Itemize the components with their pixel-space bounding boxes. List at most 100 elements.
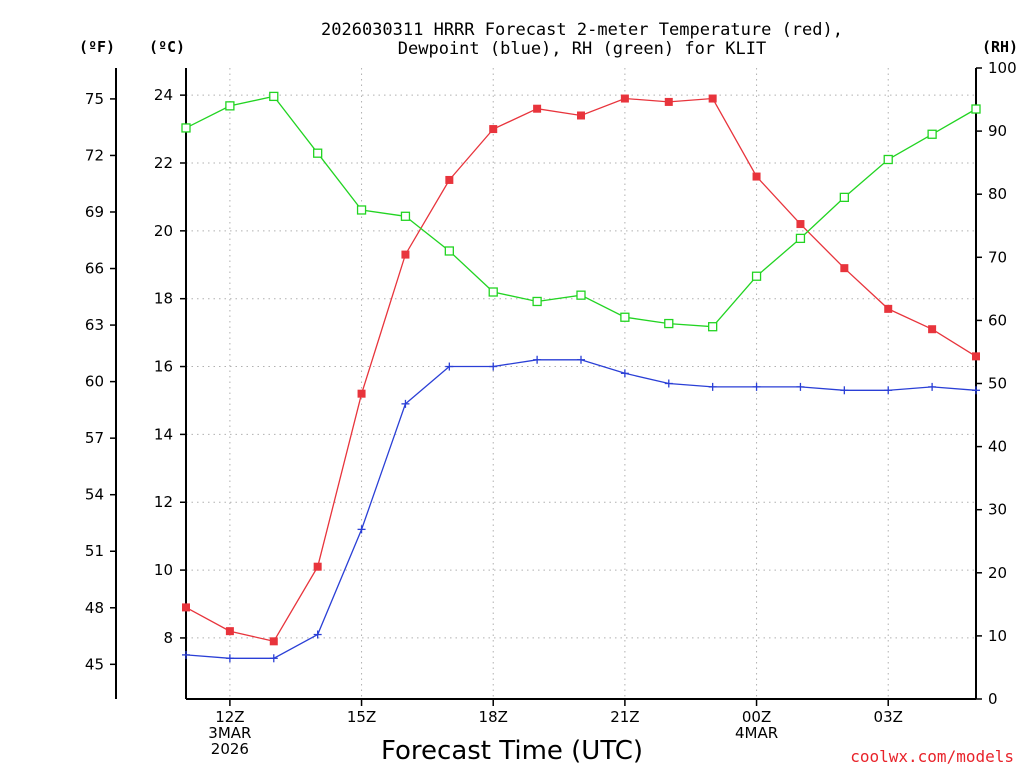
dewpoint-point bbox=[752, 382, 761, 391]
celsius-tick-label: 8 bbox=[163, 629, 173, 647]
fahrenheit-tick-label: 63 bbox=[85, 316, 104, 334]
rh-unit-label: (RH) bbox=[982, 38, 1018, 56]
dewpoint-point bbox=[664, 379, 673, 388]
temperature-point bbox=[884, 304, 893, 313]
rh-tick-label: 90 bbox=[988, 122, 1007, 140]
fahrenheit-tick-label: 66 bbox=[85, 260, 104, 278]
temperature-point bbox=[401, 250, 410, 259]
temperature-point bbox=[313, 562, 322, 571]
dewpoint-point bbox=[269, 654, 278, 663]
rh-tick-label: 40 bbox=[988, 438, 1007, 456]
rh-point bbox=[356, 205, 367, 215]
fahrenheit-tick-label: 69 bbox=[85, 203, 104, 221]
axes bbox=[110, 67, 982, 706]
fahrenheit-tick-label: 51 bbox=[85, 542, 104, 560]
temperature-point bbox=[357, 389, 366, 398]
celsius-unit-label: (ºC) bbox=[149, 38, 185, 56]
temperature-point bbox=[664, 97, 673, 106]
fahrenheit-tick-label: 75 bbox=[85, 90, 104, 108]
celsius-tick-label: 18 bbox=[154, 290, 173, 308]
rh-point bbox=[400, 211, 411, 221]
celsius-tick-label: 16 bbox=[154, 358, 173, 376]
temperature-point bbox=[796, 220, 805, 229]
x-tick-label: 21Z bbox=[610, 708, 639, 726]
celsius-tick-label: 24 bbox=[154, 86, 173, 104]
dewpoint-point bbox=[401, 399, 410, 408]
dewpoint-line bbox=[185, 359, 977, 659]
temperature-point bbox=[445, 175, 454, 184]
chart-title: 2026030311 HRRR Forecast 2-meter Tempera… bbox=[321, 20, 843, 40]
temperature-point bbox=[269, 637, 278, 646]
rh-point bbox=[225, 101, 235, 111]
dewpoint-point bbox=[489, 362, 498, 371]
temperature-line bbox=[185, 97, 977, 643]
temperature-point bbox=[577, 111, 585, 120]
rh-point bbox=[971, 104, 981, 114]
celsius-tick-label: 22 bbox=[154, 154, 173, 172]
dewpoint-point bbox=[357, 525, 366, 534]
dewpoint-point bbox=[533, 355, 542, 364]
rh-point bbox=[181, 123, 191, 133]
rh-point bbox=[927, 129, 937, 139]
x-tick-label: 03Z bbox=[874, 708, 903, 726]
rh-point bbox=[708, 322, 718, 332]
rh-point bbox=[664, 318, 674, 329]
rh-tick-label: 50 bbox=[988, 375, 1007, 393]
fahrenheit-tick-label: 57 bbox=[85, 429, 104, 447]
rh-point bbox=[839, 192, 849, 203]
x-tick-label: 00Z bbox=[742, 708, 771, 726]
temperature-point bbox=[533, 104, 542, 113]
dewpoint-point bbox=[225, 654, 234, 663]
temperature-point bbox=[928, 325, 937, 334]
rh-point bbox=[444, 246, 454, 256]
dewpoint-point bbox=[928, 382, 937, 391]
dewpoint-point bbox=[884, 386, 893, 395]
celsius-tick-label: 12 bbox=[154, 493, 173, 511]
rh-point bbox=[532, 296, 542, 307]
rh-point bbox=[488, 287, 498, 297]
celsius-tick-label: 10 bbox=[154, 561, 173, 579]
data-series bbox=[181, 91, 981, 663]
credit-link[interactable]: coolwx.com/models bbox=[850, 747, 1014, 766]
rh-point bbox=[576, 290, 586, 300]
temperature-point bbox=[752, 172, 761, 181]
dewpoint-point bbox=[313, 630, 322, 639]
fahrenheit-tick-label: 72 bbox=[85, 146, 104, 164]
rh-tick-label: 70 bbox=[988, 248, 1007, 266]
rh-point bbox=[313, 148, 323, 158]
x-tick-label: 12Z bbox=[215, 708, 244, 726]
x-tick-label: 18Z bbox=[479, 708, 508, 726]
temperature-point bbox=[840, 264, 849, 273]
rh-tick-label: 100 bbox=[988, 59, 1017, 77]
fahrenheit-tick-label: 48 bbox=[85, 599, 104, 617]
fahrenheit-tick-label: 60 bbox=[85, 373, 104, 391]
temperature-point bbox=[225, 627, 234, 636]
fahrenheit-tick-label: 45 bbox=[85, 655, 104, 673]
rh-point bbox=[795, 233, 806, 244]
celsius-tick-label: 14 bbox=[154, 425, 173, 443]
dewpoint-point bbox=[620, 369, 629, 378]
temperature-point bbox=[972, 352, 980, 361]
temperature-point bbox=[708, 94, 717, 103]
rh-tick-label: 30 bbox=[988, 501, 1007, 519]
x-tick-label: 15Z bbox=[347, 708, 376, 726]
chart-subtitle: Dewpoint (blue), RH (green) for KLIT bbox=[398, 39, 766, 59]
rh-tick-label: 10 bbox=[988, 627, 1007, 645]
temperature-point bbox=[182, 603, 190, 612]
rh-point bbox=[269, 91, 279, 102]
dewpoint-point bbox=[840, 386, 849, 395]
grid-lines bbox=[186, 68, 976, 699]
rh-tick-label: 20 bbox=[988, 564, 1007, 582]
dewpoint-point bbox=[577, 355, 585, 364]
fahrenheit-tick-label: 54 bbox=[85, 486, 104, 504]
temperature-point bbox=[620, 94, 629, 103]
rh-point bbox=[883, 154, 893, 165]
x-tick-label: 2026 bbox=[211, 740, 249, 758]
celsius-tick-label: 20 bbox=[154, 222, 173, 240]
dewpoint-point bbox=[972, 386, 980, 395]
rh-point bbox=[751, 271, 762, 281]
rh-point bbox=[620, 312, 630, 322]
x-tick-label: 3MAR bbox=[208, 724, 251, 742]
dewpoint-point bbox=[182, 650, 190, 659]
